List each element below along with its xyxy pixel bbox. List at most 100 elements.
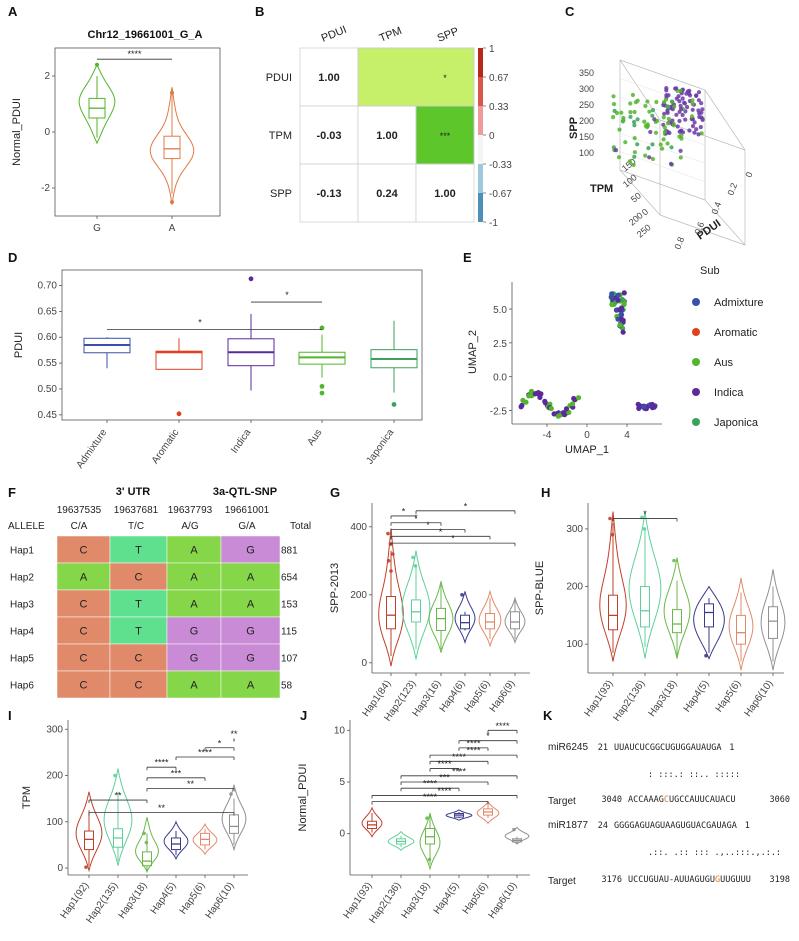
panel-c-tpm-tick: 50: [629, 190, 643, 204]
panel-i-sig-label: **: [114, 791, 122, 801]
panel-c-point: [632, 150, 638, 155]
panel-b-lower-value: -0.13: [316, 188, 341, 200]
panel-c-wire: [619, 59, 706, 91]
panel-e-point: [635, 401, 641, 407]
panel-k-start: 21: [598, 743, 608, 753]
panel-c-point: [667, 130, 672, 136]
panel-c-point: [690, 101, 695, 106]
panel-c-point: [666, 116, 671, 121]
panel-e-point: [636, 405, 642, 411]
panel-a: A Chr12_19661001_G_A 2 0 -2 Normal_PDUI G A ****: [8, 4, 221, 234]
panel-f-position: 19637681: [114, 505, 159, 516]
panel-c-point: [648, 129, 653, 135]
panel-c-wire: [704, 199, 746, 246]
panel-c-point: [666, 121, 671, 126]
panel-d-outlier: [176, 411, 182, 417]
panel-h-v3-point: [704, 653, 708, 658]
panel-b-colorbar-label: 0.67: [489, 73, 509, 84]
panel-c-point: [635, 142, 640, 147]
panel-a-ytick-label: -2: [41, 183, 50, 194]
panel-b-lower-value: -0.03: [316, 130, 341, 142]
panel-i-v5-violin: [221, 784, 247, 852]
panel-c-point: [627, 159, 632, 164]
panel-e-point: [615, 297, 621, 303]
panel-b-row-label: PDUI: [266, 72, 292, 84]
panel-c-point: [690, 107, 695, 112]
panel-c-point: [617, 127, 622, 132]
panel-g-v5-box: [510, 611, 520, 630]
panel-j-v5-violin: [504, 826, 530, 845]
panel-e-point: [641, 404, 647, 410]
panel-c-point: [628, 110, 633, 115]
panel-label-f: F: [8, 485, 16, 500]
panel-d-ytick-label: 0.50: [38, 384, 58, 395]
panel-b-colorbar-label: 1: [489, 44, 495, 55]
panel-f-total: 153: [281, 600, 298, 611]
panel-g-ytick-label: 400: [350, 522, 367, 533]
panel-k-sequence: ACCAAAGCUGCCAUUCAUACU: [628, 795, 735, 805]
panel-c-point: [670, 118, 675, 123]
panel-f-header-utr: 3' UTR: [116, 486, 150, 498]
panel-f-cell: [220, 670, 281, 699]
panel-f-cell-base: A: [190, 572, 198, 584]
panel-h-xtick-label: Hap6(10): [743, 678, 776, 718]
panel-f-cell-base: C: [80, 680, 88, 692]
panel-f-total: 115: [281, 627, 297, 638]
panel-c-point: [700, 107, 705, 112]
panel-k-seq-part: UUGUUU: [720, 875, 751, 885]
panel-b-sig: ***: [440, 131, 451, 141]
panel-k-seq-highlight: C: [664, 795, 669, 805]
panel-f-hap-label: Hap4: [10, 627, 34, 638]
panel-c-point: [696, 132, 701, 137]
panel-c-axis-label-tpm: TPM: [590, 183, 613, 195]
panel-h-xtick-label: Hap4(5): [682, 678, 712, 714]
panel-g-v0-point: [389, 569, 393, 573]
panel-a-g-outlier: [95, 62, 99, 67]
panel-c-point: [678, 88, 683, 93]
panel-j-ytick-label: 10: [334, 725, 346, 736]
panel-c-point: [646, 146, 651, 151]
panel-e-point: [618, 311, 624, 317]
panel-c-point: [677, 99, 682, 104]
panel-g-v0-box: [386, 596, 396, 630]
panel-c-pdui-tick: 0.8: [672, 236, 686, 251]
panel-c-point: [699, 115, 704, 120]
panel-f-cell: [109, 643, 168, 672]
panel-e-point: [617, 322, 623, 328]
panel-h-v0-violin: [599, 511, 627, 662]
panel-d-ytick-label: 0.65: [38, 306, 58, 317]
panel-c-point: [645, 99, 650, 104]
panel-f-cell-base: G: [190, 653, 199, 665]
panel-c-point: [678, 155, 683, 160]
panel-b-colorbar-segment: [478, 106, 483, 135]
panel-c-point: [635, 117, 640, 122]
panel-e-ytick-label: 5.0: [493, 305, 507, 316]
panel-e-point: [621, 290, 627, 296]
panel-c-pdui-tick: 0.4: [709, 201, 723, 216]
panel-c-spp-tick: 100: [579, 148, 594, 158]
panel-c-pdui-tick: 0: [743, 171, 754, 179]
panel-j-v2-point: [425, 816, 429, 820]
panel-j-xtick-label: Hap3(18): [400, 880, 433, 920]
panel-c-point: [680, 112, 685, 118]
panel-c-point: [678, 103, 683, 108]
panel-e-point: [575, 395, 582, 401]
panel-f-cell: [56, 670, 111, 699]
panel-f-position: 19661001: [225, 505, 270, 516]
panel-g-v2-box: [436, 607, 446, 632]
panel-e-legend-swatch: [692, 388, 700, 396]
panel-d-xtick-label: Japonica: [364, 427, 396, 466]
panel-b-colorbar-segment: [478, 77, 483, 106]
panel-g-xtick-label: Hap6(9): [488, 678, 518, 714]
panel-k-end: 1: [745, 821, 750, 831]
panel-c-point: [685, 105, 690, 110]
panel-c-pdui-tick: 0.2: [725, 182, 739, 197]
panel-e-point: [571, 395, 577, 402]
panel-c-wire: [659, 214, 746, 246]
panel-b-colorbar-label: -0.33: [489, 160, 512, 171]
panel-e-point: [608, 294, 615, 300]
panel-g-v3-violin: [454, 591, 476, 645]
panel-j-sig-label: ****: [437, 759, 452, 769]
panel-f-total: 58: [281, 681, 293, 692]
